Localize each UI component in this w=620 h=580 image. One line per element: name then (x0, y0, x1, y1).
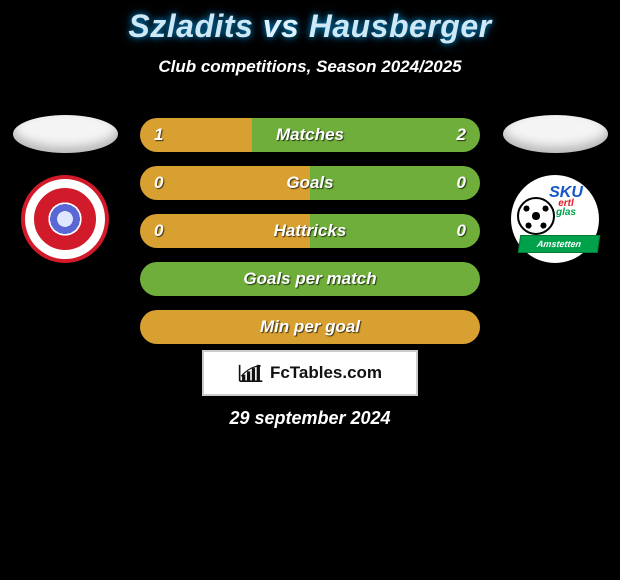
page-title: Szladits vs Hausberger (0, 0, 620, 45)
stat-left-value: 0 (154, 166, 163, 200)
stat-label: Goals per match (243, 269, 376, 289)
stat-label: Goals (286, 173, 333, 193)
right-player-column: SKU ertl glas Amstetten (490, 115, 620, 263)
stat-right-value: 2 (457, 118, 466, 152)
left-flag-placeholder (13, 115, 118, 153)
stat-left-segment (140, 166, 310, 200)
right-club-badge-text: SKU ertl glas (537, 185, 595, 218)
stat-label: Hattricks (274, 221, 347, 241)
stat-row: 1 2 Matches (140, 118, 480, 152)
right-club-badge: SKU ertl glas Amstetten (511, 175, 599, 263)
stat-left-value: 0 (154, 214, 163, 248)
stat-right-value: 0 (457, 166, 466, 200)
stat-right-value: 0 (457, 214, 466, 248)
left-player-column (0, 115, 130, 263)
stat-row: 0 0 Hattricks (140, 214, 480, 248)
subtitle: Club competitions, Season 2024/2025 (0, 57, 620, 77)
bar-chart-icon (238, 362, 264, 384)
right-flag-placeholder (503, 115, 608, 153)
stat-row: Goals per match (140, 262, 480, 296)
brand-text: FcTables.com (270, 363, 382, 383)
stat-bars: 1 2 Matches 0 0 Goals 0 0 Hattricks Goals per mat… (140, 118, 480, 344)
comparison-card: Szladits vs Hausberger Club competitions… (0, 0, 620, 580)
stat-label: Min per goal (260, 317, 360, 337)
vs-separator: vs (263, 8, 300, 44)
right-club-banner: Amstetten (518, 235, 601, 253)
source-brand-box[interactable]: FcTables.com (202, 350, 418, 396)
stat-row: Min per goal (140, 310, 480, 344)
comparison-date: 29 september 2024 (0, 408, 620, 429)
stat-right-segment (310, 166, 480, 200)
stat-label: Matches (276, 125, 344, 145)
player2-name: Hausberger (309, 8, 492, 44)
left-club-badge-text (21, 175, 109, 263)
stat-row: 0 0 Goals (140, 166, 480, 200)
left-club-badge (21, 175, 109, 263)
player1-name: Szladits (128, 8, 253, 44)
stat-left-value: 1 (154, 118, 163, 152)
right-club-line3: glas (537, 208, 595, 218)
